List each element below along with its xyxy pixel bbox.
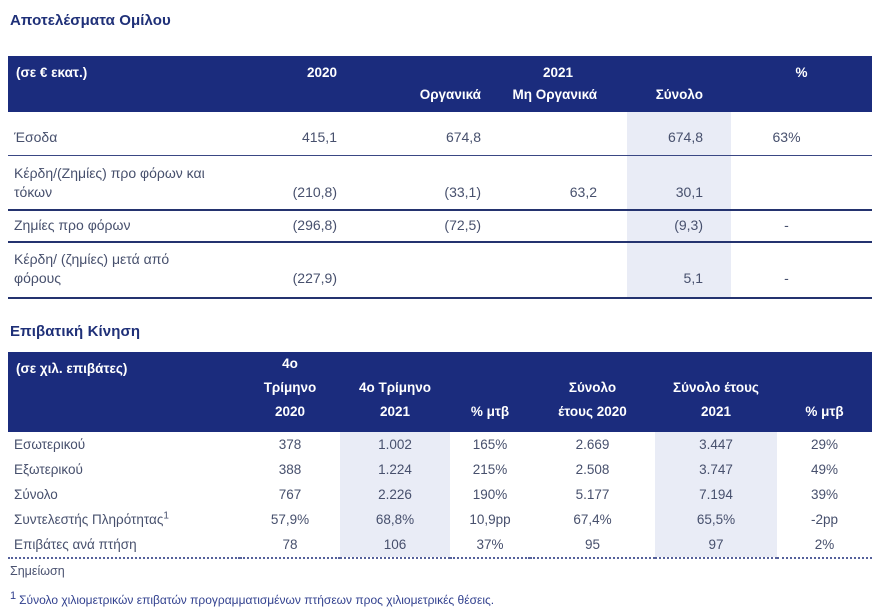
cell-2020: (227,9): [250, 242, 345, 299]
cell-pct: -: [731, 210, 873, 243]
col-header-fy-2020: Σύνολο έτους 2020: [530, 352, 655, 432]
footnote: 1 Σύνολο χιλιομετρικών επιβατών προγραμμα…: [10, 590, 872, 608]
cell-fy-2021: 3.447: [655, 432, 777, 457]
cell-fy-2021: 3.747: [655, 457, 777, 482]
cell-2020: (296,8): [250, 210, 345, 243]
row-label: Συντελεστής Πληρότητας1: [14, 510, 169, 527]
col-header-chg-fy: % μτβ: [777, 352, 872, 432]
cell-2020: 415,1: [250, 112, 345, 156]
row-label: Επιβάτες ανά πτήση: [14, 537, 137, 552]
note-label: Σημείωση: [10, 564, 65, 578]
cell-chg-q4: 165%: [472, 437, 508, 452]
cell-chg-fy: 2%: [814, 537, 835, 552]
footnote-marker: 1: [10, 590, 17, 602]
row-label: Εξωτερικού: [14, 462, 83, 477]
cell-q4-2021: 106: [340, 532, 450, 558]
row-label: Σύνολο: [14, 487, 58, 502]
cell-total: 674,8: [627, 112, 732, 156]
cell-non-organic: 63,2: [495, 155, 627, 211]
cell-total: 5,1: [627, 242, 732, 299]
results-header-row-1: (σε € εκατ.) 2020 2021 %: [8, 56, 873, 83]
cell-q4-2021: 2.226: [340, 482, 450, 507]
cell-fy-2021: 97: [655, 532, 777, 558]
row-label: Κέρδη/ (ζημίες) μετά από φόρους: [8, 242, 250, 299]
cell-non-organic: [495, 210, 627, 243]
cell-organic: (72,5): [345, 210, 495, 243]
cell-chg-fy: -2pp: [810, 512, 839, 527]
cell-chg-fy: 39%: [810, 487, 839, 502]
table-row: Εσωτερικού 378 1.002 165% 2.669 3.447 29…: [8, 432, 872, 457]
cell-chg-fy: 29%: [810, 437, 839, 452]
cell-fy-2020: 2.508: [575, 462, 610, 477]
table-row: Εξωτερικού 388 1.224 215% 2.508 3.747 49…: [8, 457, 872, 482]
table-row: Κέρδη/(Ζημίες) προ φόρων και τόκων (210,…: [8, 155, 873, 211]
cell-fy-2020: 67,4%: [573, 512, 612, 527]
table-row: Συντελεστής Πληρότητας1 57,9% 68,8% 10,9…: [8, 507, 872, 532]
col-header-fy-2021: Σύνολο έτους 2021: [655, 352, 777, 432]
cell-chg-q4: 10,9pp: [469, 512, 511, 527]
col-header-total: Σύνολο: [627, 83, 732, 112]
col-header-2020: 2020: [250, 56, 345, 83]
footnote-text: Σύνολο χιλιομετρικών επιβατών προγραμματ…: [19, 593, 495, 607]
col-header-non-organic: Μη Οργανικά: [495, 83, 627, 112]
cell-organic: 674,8: [345, 112, 495, 156]
table-row: Ζημίες προ φόρων (296,8) (72,5) (9,3) -: [8, 210, 873, 243]
row-label: Κέρδη/(Ζημίες) προ φόρων και τόκων: [8, 155, 250, 211]
cell-2020: (210,8): [250, 155, 345, 211]
row-label: Ζημίες προ φόρων: [8, 210, 250, 243]
col-header-2021: 2021: [345, 56, 732, 83]
results-table-header: (σε € εκατ.) 2020 2021 % Οργανικά Μη Οργ…: [8, 56, 873, 112]
results-section-title: Αποτελέσματα Ομίλου: [10, 12, 171, 29]
cell-total: 30,1: [627, 155, 732, 211]
cell-q4-2020: 57,9%: [270, 512, 310, 527]
cell-fy-2020: 95: [584, 537, 601, 552]
cell-fy-2021: 7.194: [655, 482, 777, 507]
cell-pct: 63%: [731, 112, 873, 156]
col-header-organic: Οργανικά: [345, 83, 495, 112]
cell-q4-2020: 378: [278, 437, 302, 452]
results-unit-label: (σε € εκατ.): [8, 56, 250, 83]
col-header-q4-2020: 4ο Τρίμηνο 2020: [240, 352, 340, 432]
table-row: Σύνολο 767 2.226 190% 5.177 7.194 39%: [8, 482, 872, 507]
cell-chg-q4: 37%: [476, 537, 504, 552]
cell-fy-2020: 5.177: [575, 487, 610, 502]
cell-q4-2021: 1.224: [340, 457, 450, 482]
cell-fy-2021: 65,5%: [655, 507, 777, 532]
cell-q4-2020: 78: [282, 537, 298, 552]
col-header-q4-2021: 4ο Τρίμηνο 2021: [340, 352, 450, 432]
group-results-table: (σε € εκατ.) 2020 2021 % Οργανικά Μη Οργ…: [8, 56, 873, 299]
cell-non-organic: [495, 242, 627, 299]
passenger-traffic-table: (σε χιλ. επιβάτες) 4ο Τρίμηνο 2020 4ο Τρ…: [8, 352, 872, 559]
row-label: Έσοδα: [8, 112, 250, 156]
cell-pct: -: [731, 242, 873, 299]
cell-fy-2020: 2.669: [575, 437, 610, 452]
results-header-row-2: Οργανικά Μη Οργανικά Σύνολο: [8, 83, 873, 112]
row-label: Εσωτερικού: [14, 437, 86, 452]
results-header-spacer: [8, 83, 250, 112]
traffic-table-header: (σε χιλ. επιβάτες) 4ο Τρίμηνο 2020 4ο Τρ…: [8, 352, 872, 432]
results-header-spacer: [250, 83, 345, 112]
table-row: Επιβάτες ανά πτήση 78 106 37% 95 97 2%: [8, 532, 872, 558]
traffic-header-row: (σε χιλ. επιβάτες) 4ο Τρίμηνο 2020 4ο Τρ…: [8, 352, 872, 432]
col-header-pct: %: [731, 56, 873, 83]
traffic-section-title: Επιβατική Κίνηση: [10, 323, 141, 340]
cell-chg-q4: 190%: [472, 487, 508, 502]
cell-organic: [345, 242, 495, 299]
cell-chg-q4: 215%: [472, 462, 508, 477]
cell-pct: [731, 155, 873, 211]
cell-q4-2021: 68,8%: [340, 507, 450, 532]
cell-organic: (33,1): [345, 155, 495, 211]
cell-total: (9,3): [627, 210, 732, 243]
traffic-unit-label: (σε χιλ. επιβάτες): [8, 352, 240, 432]
results-header-spacer: [731, 83, 873, 112]
cell-q4-2020: 767: [278, 487, 302, 502]
cell-chg-fy: 49%: [810, 462, 839, 477]
cell-non-organic: [495, 112, 627, 156]
col-header-chg-q4: % μτβ: [450, 352, 530, 432]
table-row: Έσοδα 415,1 674,8 674,8 63%: [8, 112, 873, 156]
cell-q4-2021: 1.002: [340, 432, 450, 457]
table-row: Κέρδη/ (ζημίες) μετά από φόρους (227,9) …: [8, 242, 873, 299]
cell-q4-2020: 388: [278, 462, 302, 477]
